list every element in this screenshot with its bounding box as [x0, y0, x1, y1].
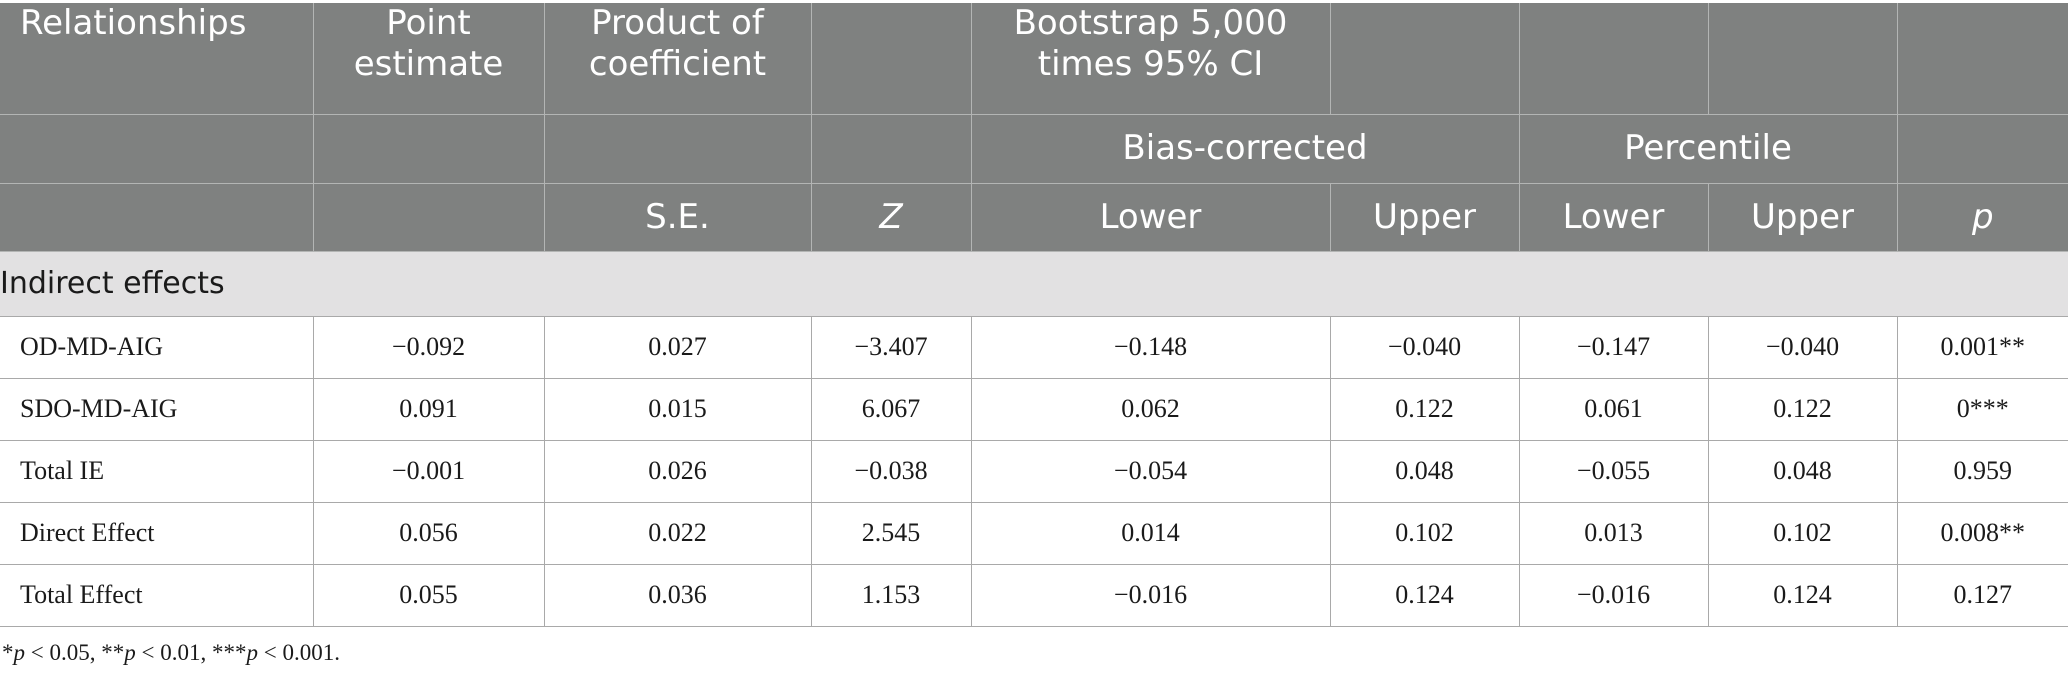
header-empty-cell	[1708, 3, 1898, 115]
cell-z: 6.067	[811, 378, 972, 441]
cell-point-estimate: 0.056	[313, 502, 545, 565]
header-empty-cell	[1330, 3, 1520, 115]
footnote-p-symbol: p	[124, 640, 136, 665]
table-row: Total IE −0.001 0.026 −0.038 −0.054 0.04…	[0, 440, 2068, 503]
footnote-part: < 0.05, **	[25, 640, 125, 665]
cell-pc-lower: −0.147	[1519, 316, 1709, 379]
cell-point-estimate: 0.091	[313, 378, 545, 441]
header-pc-upper: Upper	[1708, 183, 1898, 252]
header-se: S.E.	[544, 183, 812, 252]
cell-bc-lower: −0.148	[971, 316, 1331, 379]
cell-pc-upper: 0.124	[1708, 564, 1898, 627]
cell-z: 1.153	[811, 564, 972, 627]
cell-relationship: Total IE	[0, 440, 314, 503]
header-bias-corrected: Bias-corrected	[971, 114, 1520, 184]
cell-se: 0.022	[544, 502, 812, 565]
results-table: Relationships Point estimate Product of …	[0, 3, 2068, 627]
header-bc-upper: Upper	[1330, 183, 1520, 252]
cell-pc-lower: −0.016	[1519, 564, 1709, 627]
footnote-part: < 0.001.	[257, 640, 340, 665]
cell-p: 0.001**	[1897, 316, 2068, 379]
cell-p: 0.008**	[1897, 502, 2068, 565]
header-row-3: S.E. Z Lower Upper Lower Upper p	[0, 183, 2068, 252]
header-empty-cell	[0, 114, 314, 184]
header-pc-lower: Lower	[1519, 183, 1709, 252]
footnote-part: *	[2, 640, 14, 665]
header-empty-cell	[0, 183, 314, 252]
cell-bc-lower: 0.062	[971, 378, 1331, 441]
cell-p: 0.959	[1897, 440, 2068, 503]
header-empty-cell	[811, 3, 972, 115]
cell-se: 0.036	[544, 564, 812, 627]
cell-bc-upper: −0.040	[1330, 316, 1520, 379]
section-row: Indirect effects	[0, 251, 2068, 317]
table-row: Total Effect 0.055 0.036 1.153 −0.016 0.…	[0, 564, 2068, 627]
cell-pc-lower: 0.061	[1519, 378, 1709, 441]
cell-point-estimate: −0.092	[313, 316, 545, 379]
cell-bc-lower: −0.054	[971, 440, 1331, 503]
table-row: OD-MD-AIG −0.092 0.027 −3.407 −0.148 −0.…	[0, 316, 2068, 379]
cell-pc-lower: −0.055	[1519, 440, 1709, 503]
cell-z: 2.545	[811, 502, 972, 565]
table-footnote: *p < 0.05, **p < 0.01, ***p < 0.001.	[2, 640, 340, 666]
footnote-part: < 0.01, ***	[135, 640, 247, 665]
cell-point-estimate: −0.001	[313, 440, 545, 503]
header-empty-cell	[313, 183, 545, 252]
cell-relationship: SDO-MD-AIG	[0, 378, 314, 441]
header-point-estimate: Point estimate	[313, 3, 545, 115]
header-percentile: Percentile	[1519, 114, 1898, 184]
header-p: p	[1897, 183, 2068, 252]
cell-pc-upper: −0.040	[1708, 316, 1898, 379]
header-bc-lower: Lower	[971, 183, 1331, 252]
header-relationships: Relationships	[0, 3, 314, 115]
cell-pc-upper: 0.122	[1708, 378, 1898, 441]
footnote-p-symbol: p	[13, 640, 26, 665]
header-empty-cell	[544, 114, 812, 184]
header-empty-cell	[1519, 3, 1709, 115]
header-empty-cell	[1897, 114, 2068, 184]
header-row-1: Relationships Point estimate Product of …	[0, 3, 2068, 115]
cell-pc-upper: 0.102	[1708, 502, 1898, 565]
cell-bc-lower: 0.014	[971, 502, 1331, 565]
cell-z: −0.038	[811, 440, 972, 503]
cell-bc-upper: 0.122	[1330, 378, 1520, 441]
header-z: Z	[811, 183, 972, 252]
cell-se: 0.027	[544, 316, 812, 379]
cell-point-estimate: 0.055	[313, 564, 545, 627]
footnote-p-symbol: p	[246, 640, 258, 665]
cell-bc-lower: −0.016	[971, 564, 1331, 627]
cell-bc-upper: 0.124	[1330, 564, 1520, 627]
header-empty-cell	[313, 114, 545, 184]
cell-se: 0.026	[544, 440, 812, 503]
cell-bc-upper: 0.048	[1330, 440, 1520, 503]
cell-pc-upper: 0.048	[1708, 440, 1898, 503]
section-title: Indirect effects	[0, 251, 2068, 317]
cell-relationship: Direct Effect	[0, 502, 314, 565]
header-bootstrap: Bootstrap 5,000 times 95% CI	[971, 3, 1331, 115]
cell-relationship: Total Effect	[0, 564, 314, 627]
cell-z: −3.407	[811, 316, 972, 379]
table-row: Direct Effect 0.056 0.022 2.545 0.014 0.…	[0, 502, 2068, 565]
cell-pc-lower: 0.013	[1519, 502, 1709, 565]
table-row: SDO-MD-AIG 0.091 0.015 6.067 0.062 0.122…	[0, 378, 2068, 441]
header-product-of-coefficient: Product of coefficient	[544, 3, 812, 115]
cell-p: 0***	[1897, 378, 2068, 441]
header-empty-cell	[811, 114, 972, 184]
cell-p: 0.127	[1897, 564, 2068, 627]
header-empty-cell	[1897, 3, 2068, 115]
header-row-2: Bias-corrected Percentile	[0, 114, 2068, 184]
cell-se: 0.015	[544, 378, 812, 441]
cell-bc-upper: 0.102	[1330, 502, 1520, 565]
cell-relationship: OD-MD-AIG	[0, 316, 314, 379]
